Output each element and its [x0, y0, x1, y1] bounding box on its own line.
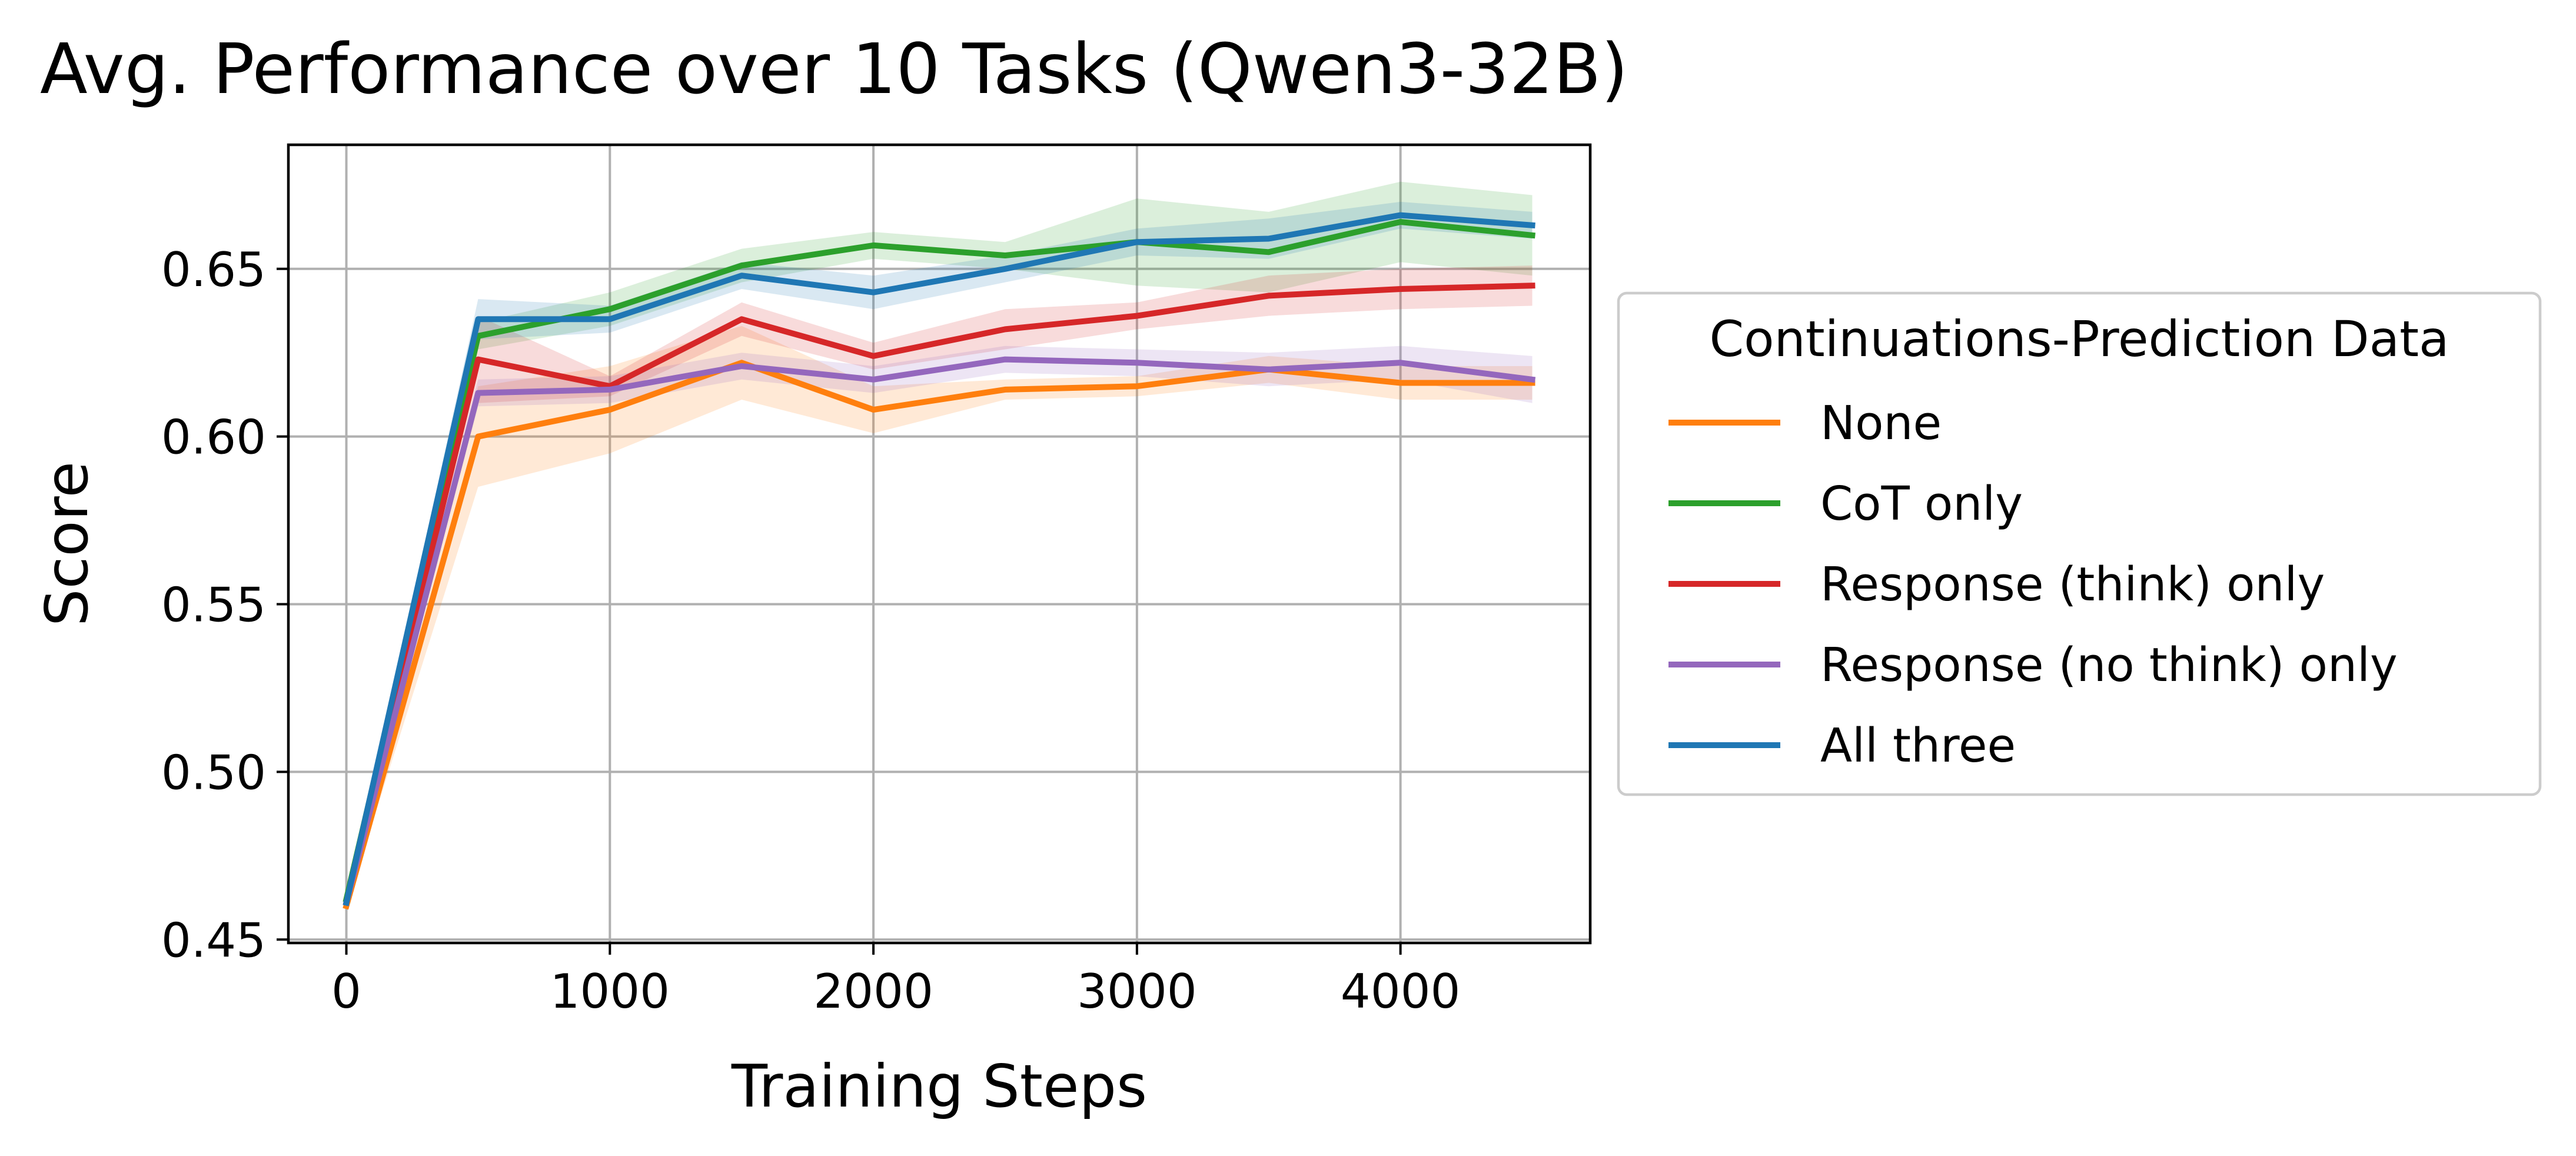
- series-line: [343, 360, 1535, 910]
- chart-title: Avg. Performance over 10 Tasks (Qwen3-32…: [40, 28, 1628, 109]
- x-tick-label: 4000: [1341, 964, 1461, 1019]
- legend-item: Response (think) only: [1668, 557, 2325, 612]
- x-axis: 0 1000 2000 3000 4000: [331, 943, 1460, 1019]
- legend-item: Response (no think) only: [1668, 638, 2398, 692]
- x-tick-label: 1000: [550, 964, 670, 1019]
- axes-frame: [287, 143, 1592, 945]
- legend-label: Response (no think) only: [1820, 638, 2398, 692]
- x-tick-label: 2000: [813, 964, 933, 1019]
- legend-label: CoT only: [1820, 477, 2023, 531]
- confidence-band: [346, 181, 1533, 899]
- series-line: [343, 356, 1536, 906]
- y-tick-label: 0.60: [161, 410, 266, 465]
- series-line: [343, 283, 1535, 906]
- plot-area: 0 1000 2000 3000 4000 0.45 0.50 0.55 0.60 0.65 Tra…: [32, 143, 1592, 1121]
- series-line: [343, 219, 1535, 903]
- series-lines: [343, 212, 1536, 910]
- legend-label: All three: [1820, 719, 2016, 773]
- legend-label: Response (think) only: [1820, 557, 2325, 612]
- y-axis: 0.45 0.50 0.55 0.60 0.65: [161, 243, 288, 968]
- y-tick-label: 0.45: [161, 913, 266, 968]
- y-tick-label: 0.55: [161, 578, 266, 633]
- gridlines: [288, 145, 1590, 943]
- legend-label: None: [1820, 396, 1942, 450]
- y-tick-label: 0.65: [161, 243, 266, 297]
- legend-item: All three: [1668, 719, 2016, 773]
- legend-title: Continuations-Prediction Data: [1709, 310, 2449, 368]
- legend-item: CoT only: [1668, 477, 2023, 531]
- x-tick-label: 0: [331, 964, 361, 1019]
- x-tick-label: 3000: [1077, 964, 1197, 1019]
- x-axis-label: Training Steps: [731, 1052, 1147, 1121]
- y-tick-label: 0.50: [161, 745, 266, 800]
- series-line: [343, 212, 1535, 906]
- legend-box: [1617, 291, 2542, 796]
- legend: Continuations-Prediction Data None CoT onl…: [1617, 291, 2542, 796]
- legend-item: None: [1668, 396, 1942, 450]
- y-axis-label: Score: [32, 461, 101, 626]
